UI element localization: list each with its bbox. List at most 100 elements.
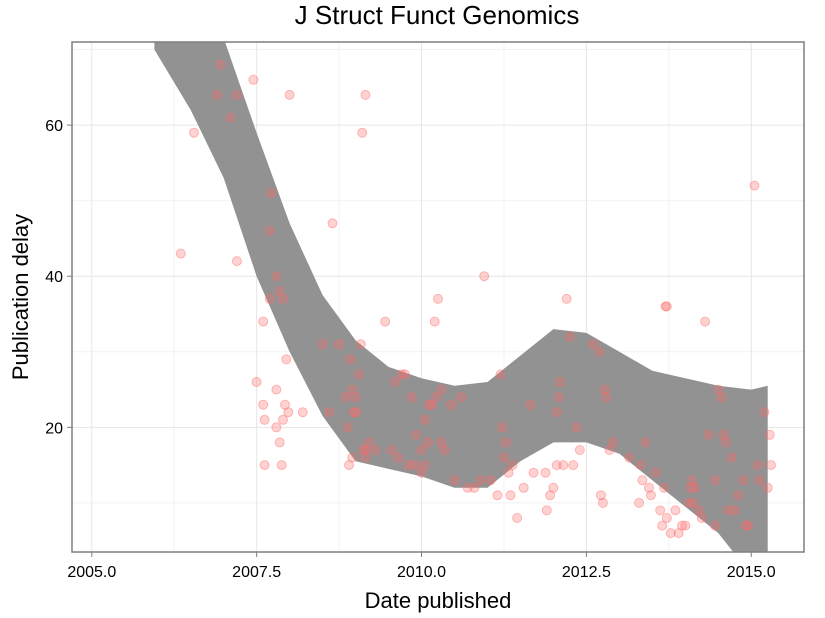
data-point — [351, 393, 360, 402]
data-point — [410, 461, 419, 470]
data-point — [216, 60, 225, 69]
data-point — [272, 423, 281, 432]
y-axis-ticks: 204060 — [45, 118, 72, 437]
data-point — [259, 317, 268, 326]
data-point — [760, 408, 769, 417]
data-point — [260, 461, 269, 470]
data-point — [572, 423, 581, 432]
data-point — [496, 370, 505, 379]
data-point — [602, 393, 611, 402]
data-point — [662, 514, 671, 523]
y-tick-label: 60 — [45, 118, 63, 135]
data-point — [407, 393, 416, 402]
data-point — [711, 476, 720, 485]
data-point — [412, 430, 421, 439]
data-point — [508, 461, 517, 470]
data-point — [371, 446, 380, 455]
data-point — [647, 491, 656, 500]
data-point — [739, 476, 748, 485]
data-point — [480, 272, 489, 281]
data-point — [506, 491, 515, 500]
x-axis-label: Date published — [365, 588, 512, 613]
data-point — [734, 491, 743, 500]
data-point — [252, 378, 261, 387]
data-point — [554, 393, 563, 402]
data-point — [351, 408, 360, 417]
data-point — [656, 506, 665, 515]
data-point — [701, 317, 710, 326]
data-point — [354, 370, 363, 379]
data-point — [595, 347, 604, 356]
data-point — [358, 128, 367, 137]
data-point — [318, 340, 327, 349]
data-point — [381, 317, 390, 326]
data-point — [755, 476, 764, 485]
data-point — [513, 514, 522, 523]
data-point — [681, 521, 690, 530]
y-axis-label: Publication delay — [8, 214, 33, 380]
data-point — [552, 408, 561, 417]
data-point — [727, 453, 736, 462]
data-point — [434, 294, 443, 303]
data-point — [249, 75, 258, 84]
data-point — [424, 438, 433, 447]
data-point — [559, 461, 568, 470]
data-point — [335, 340, 344, 349]
data-point — [569, 461, 578, 470]
data-point — [232, 90, 241, 99]
data-point — [260, 415, 269, 424]
data-point — [763, 483, 772, 492]
data-point — [722, 438, 731, 447]
data-point — [232, 257, 241, 266]
data-point — [529, 468, 538, 477]
data-point — [549, 483, 558, 492]
data-point — [447, 400, 456, 409]
data-point — [361, 90, 370, 99]
data-point — [284, 408, 293, 417]
data-point — [430, 317, 439, 326]
data-point — [437, 385, 446, 394]
data-point — [697, 514, 706, 523]
data-point — [743, 521, 752, 530]
data-point — [662, 302, 671, 311]
data-point — [730, 506, 739, 515]
data-point — [275, 438, 284, 447]
chart-title: J Struct Funct Genomics — [295, 0, 580, 30]
data-point — [565, 332, 574, 341]
data-point — [356, 340, 365, 349]
data-point — [417, 446, 426, 455]
data-point — [267, 189, 276, 198]
data-point — [691, 483, 700, 492]
x-tick-label: 2005.0 — [67, 564, 116, 581]
data-point — [541, 468, 550, 477]
data-point — [176, 249, 185, 258]
x-tick-label: 2015.0 — [727, 564, 776, 581]
y-tick-label: 20 — [45, 420, 63, 437]
data-point — [343, 423, 352, 432]
x-axis-ticks: 2005.0 2007.5 2010.0 2012.5 2015.0 — [67, 552, 775, 581]
data-point — [651, 468, 660, 477]
data-point — [325, 408, 334, 417]
data-point — [348, 453, 357, 462]
data-point — [501, 438, 510, 447]
data-point — [401, 370, 410, 379]
data-point — [753, 461, 762, 470]
data-point — [298, 408, 307, 417]
data-point — [711, 521, 720, 530]
data-point — [765, 430, 774, 439]
data-point — [265, 294, 274, 303]
data-point — [328, 219, 337, 228]
data-point — [341, 393, 350, 402]
data-point — [486, 476, 495, 485]
data-point — [391, 378, 400, 387]
x-tick-label: 2012.5 — [562, 564, 611, 581]
x-tick-label: 2010.0 — [397, 564, 446, 581]
data-point — [279, 294, 288, 303]
data-point — [265, 226, 274, 235]
data-point — [277, 461, 286, 470]
data-point — [660, 483, 669, 492]
data-point — [420, 461, 429, 470]
data-point — [625, 453, 634, 462]
data-point — [476, 476, 485, 485]
